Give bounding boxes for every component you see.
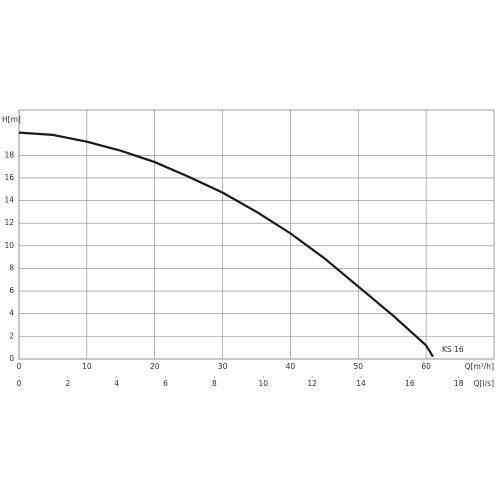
y-tick-label: 18: [4, 150, 14, 159]
x2-tick-label: 0: [17, 379, 22, 388]
series-label: KS 16: [442, 345, 464, 354]
x-tick-label: 20: [150, 362, 160, 371]
x2-tick-label: 18: [454, 379, 464, 388]
x2-tick-label: 16: [405, 379, 415, 388]
y-tick-label: 4: [9, 309, 14, 318]
y-tick-label: 6: [9, 286, 14, 295]
x-tick-label: 50: [354, 362, 364, 371]
y-tick-label: 0: [9, 354, 14, 363]
x2-tick-label: 14: [356, 379, 366, 388]
x2-axis-label: Q[l/s]: [474, 379, 494, 388]
y-tick-label: 12: [4, 218, 14, 227]
x-axis-label: Q[m³/h]: [465, 362, 494, 371]
y-tick-label: 2: [9, 331, 14, 340]
x2-tick-label: 8: [212, 379, 217, 388]
x2-tick-label: 6: [163, 379, 168, 388]
x-tick-label: 40: [286, 362, 296, 371]
y-axis-label: H[m]: [2, 115, 21, 124]
x2-tick-label: 2: [65, 379, 70, 388]
y-tick-label: 16: [4, 173, 14, 182]
plot-frame: [18, 109, 495, 360]
x2-tick-label: 12: [307, 379, 317, 388]
x-tick-label: 30: [218, 362, 228, 371]
x-tick-label: 0: [17, 362, 22, 371]
y-tick-label: 10: [4, 241, 14, 250]
x2-tick-label: 10: [259, 379, 269, 388]
x2-tick-label: 4: [114, 379, 119, 388]
y-tick-label: 14: [4, 196, 14, 205]
y-tick-label: 8: [9, 263, 14, 272]
x-tick-label: 10: [82, 362, 92, 371]
x-tick-label: 60: [421, 362, 431, 371]
curve: [18, 131, 434, 358]
